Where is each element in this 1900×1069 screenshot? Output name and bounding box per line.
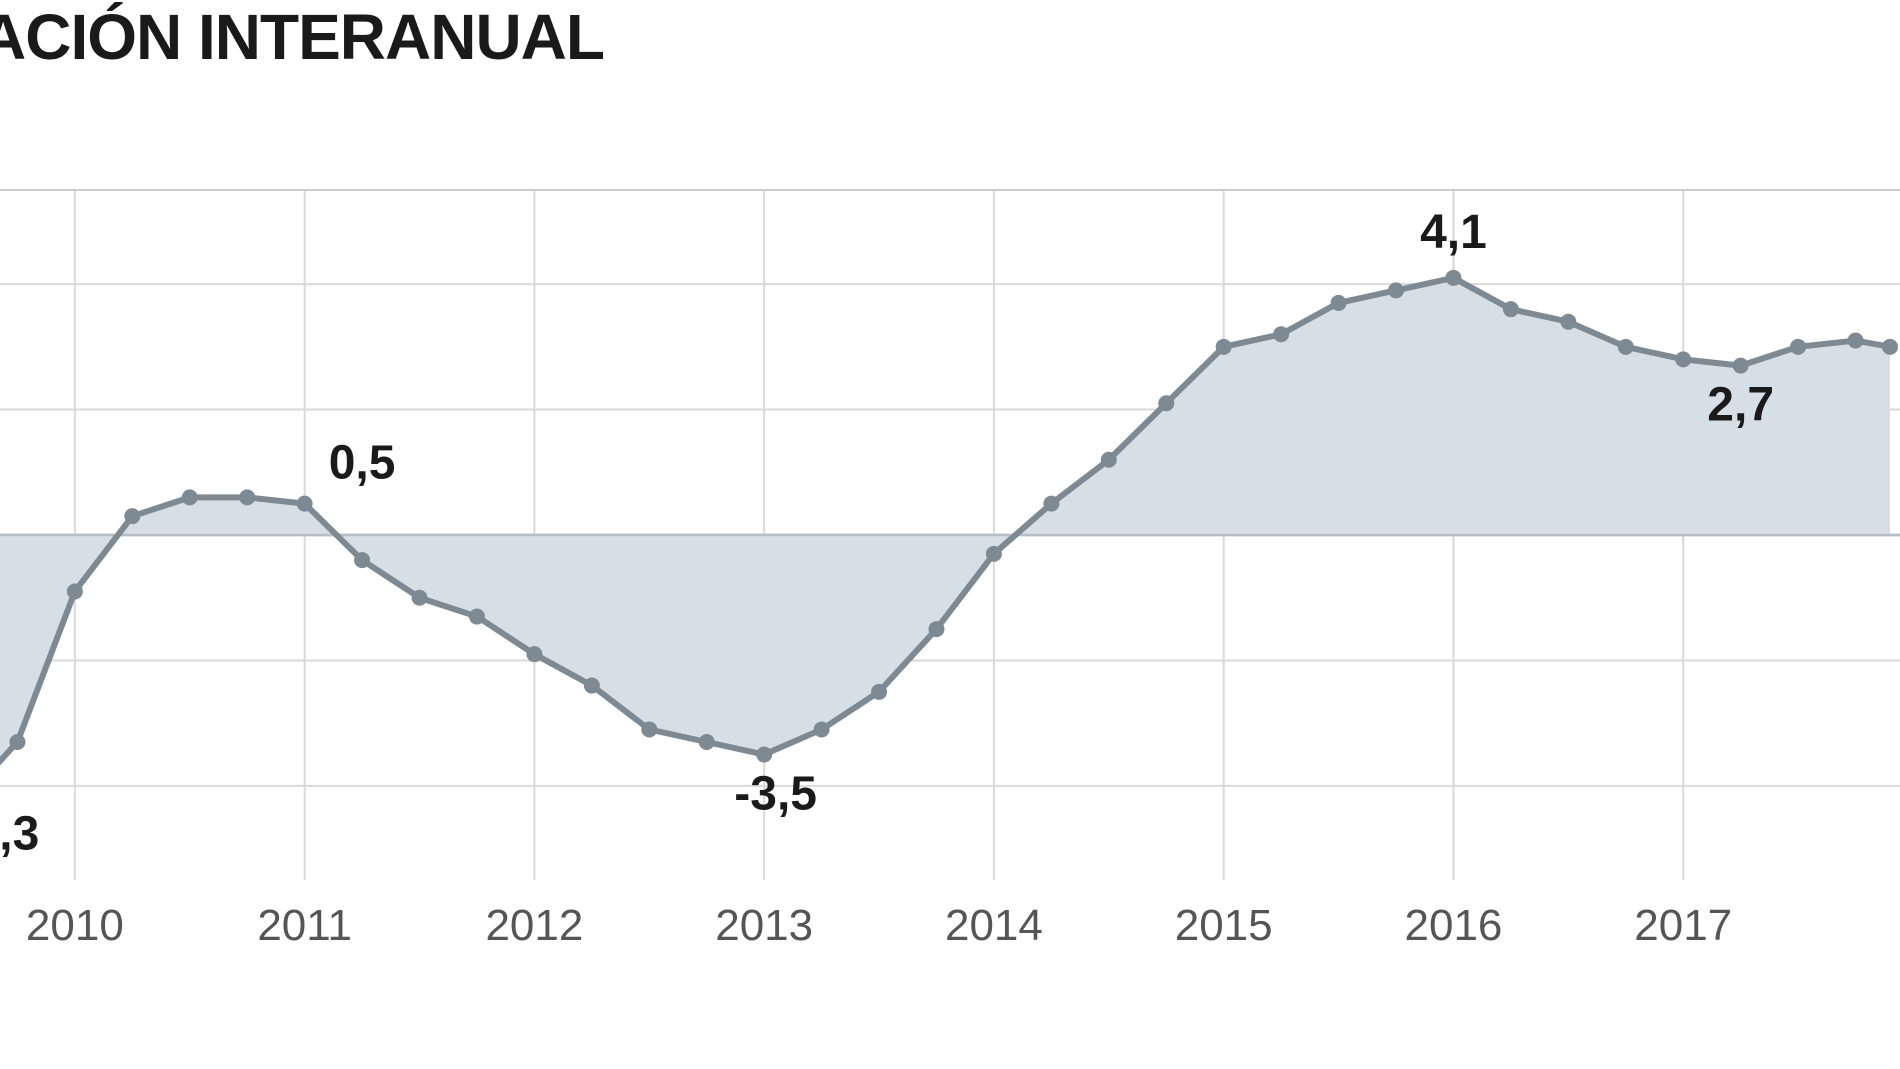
data-label: -3,5 [734, 768, 817, 821]
x-axis-label: 2016 [1405, 901, 1503, 950]
data-label: 4,1 [1420, 206, 1487, 259]
x-axis-label: 2015 [1175, 901, 1273, 950]
x-axis-label: 2017 [1634, 901, 1732, 950]
x-axis-label: 2013 [715, 901, 813, 950]
x-axis-label: 2010 [26, 901, 124, 950]
data-label: 0,5 [329, 437, 396, 490]
x-axis-label: 2012 [485, 901, 583, 950]
x-axis-label: 2011 [257, 901, 352, 950]
data-label: 2,7 [1707, 379, 1774, 432]
x-axis-label: 2014 [945, 901, 1043, 950]
data-label: 4,3 [0, 808, 39, 861]
line-area-chart: 2010 2011 2012 2013 2014 2015 2016 2017 4,3 0,5 -3… [0, 180, 1900, 980]
chart-area: 2010 2011 2012 2013 2014 2015 2016 2017 4,3 0,5 -3… [0, 180, 1900, 980]
chart-title: ACIÓN INTERANUAL [0, 0, 604, 74]
